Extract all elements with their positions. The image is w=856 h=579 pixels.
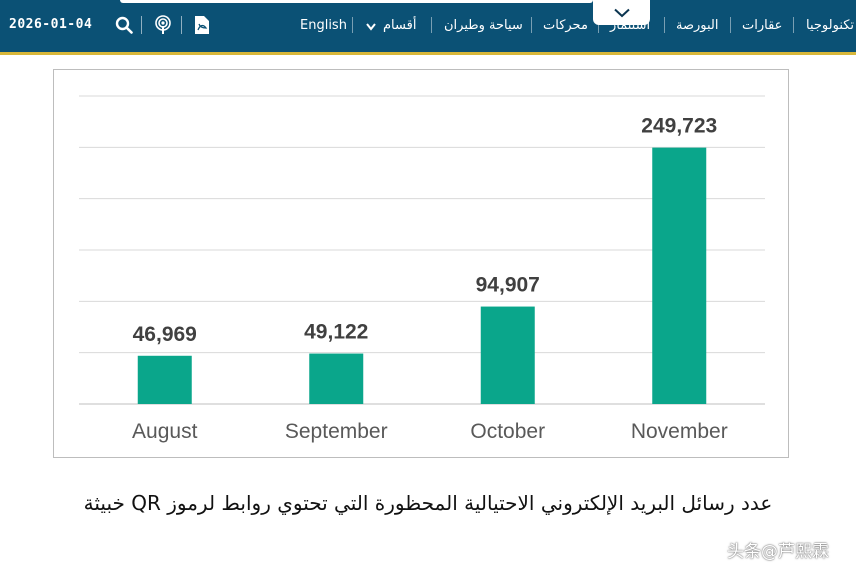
podcast-icon[interactable] xyxy=(152,13,174,37)
separator xyxy=(141,16,142,34)
chevron-down-icon[interactable] xyxy=(360,15,382,39)
watermark: 头条@芦熙霖 xyxy=(727,542,829,562)
data-label: 49,122 xyxy=(304,321,368,344)
separator xyxy=(730,17,731,33)
separator xyxy=(664,17,665,33)
x-tick-label: October xyxy=(470,420,545,443)
bar-october xyxy=(480,306,535,404)
x-tick-label: September xyxy=(285,420,388,443)
separator xyxy=(181,16,182,34)
bar-august xyxy=(137,355,192,404)
bar-september xyxy=(309,353,364,404)
separator xyxy=(352,17,353,33)
chevron-down-icon xyxy=(613,8,630,17)
top-white-strip xyxy=(120,0,593,3)
nav-item-real-estate[interactable]: عقارات xyxy=(742,18,783,33)
dropdown-toggle[interactable] xyxy=(593,0,650,25)
nav-item-sections[interactable]: أقسام xyxy=(383,18,417,33)
x-tick-label: August xyxy=(132,420,198,443)
language-switch[interactable]: English xyxy=(300,18,347,33)
nav-item-stock-exchange[interactable]: البورصة xyxy=(676,18,719,33)
x-tick-label: November xyxy=(631,420,728,443)
current-date: 2026-01-04 xyxy=(9,17,93,32)
chart-caption: عدد رسائل البريد الإلكتروني الاحتيالية ا… xyxy=(83,491,773,515)
separator xyxy=(793,17,794,33)
bar-november xyxy=(652,147,707,404)
data-label: 94,907 xyxy=(476,274,540,297)
separator xyxy=(431,17,432,33)
data-label: 46,969 xyxy=(133,323,197,346)
pdf-icon[interactable] xyxy=(191,13,213,37)
bar-chart: 46,969 August 49,122 September 94,907 October… xyxy=(79,95,765,443)
nav-item-cars[interactable]: محركات xyxy=(543,18,588,33)
search-icon[interactable] xyxy=(113,13,135,37)
data-label: 249,723 xyxy=(641,115,717,138)
separator xyxy=(531,17,532,33)
nav-item-technology[interactable]: تكنولوجيا xyxy=(806,18,855,33)
separator xyxy=(598,17,599,33)
chart-image: 46,969 August 49,122 September 94,907 October… xyxy=(53,69,789,458)
top-navigation-bar: 2026-01-04 English أقسام سياحة وطيران مح… xyxy=(0,0,856,55)
nav-item-tourism[interactable]: سياحة وطيران xyxy=(444,18,523,33)
